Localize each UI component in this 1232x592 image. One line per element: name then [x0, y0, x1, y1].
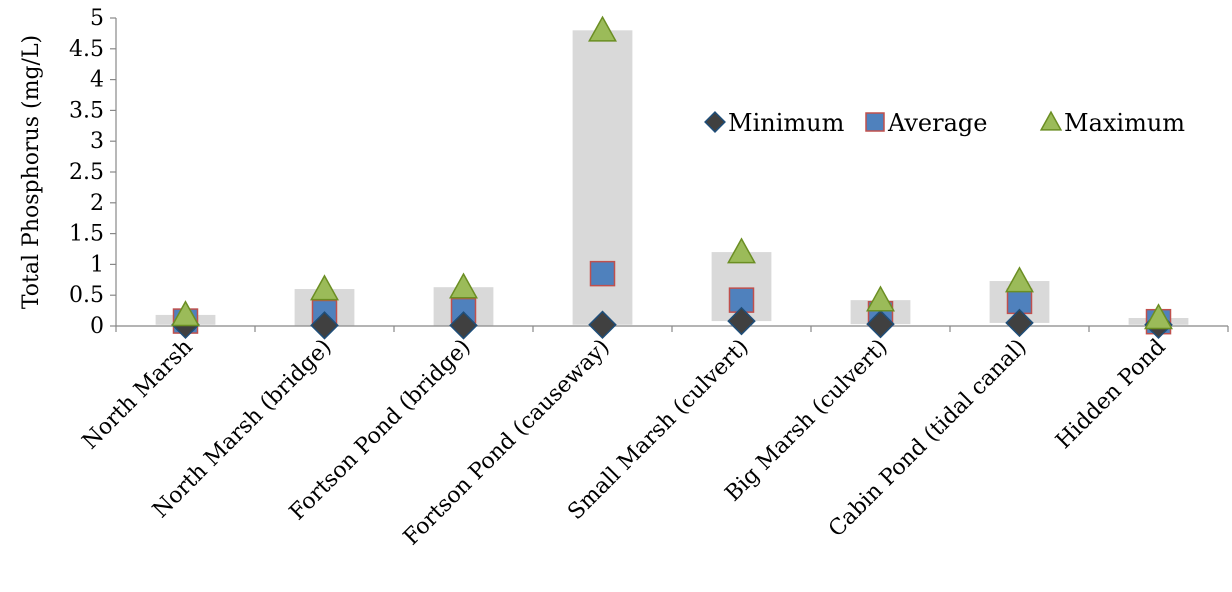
- marker-maximum: [727, 237, 756, 264]
- marker-maximum: [1005, 266, 1034, 293]
- markers: [171, 15, 1173, 340]
- y-tick-label: 4: [90, 68, 104, 93]
- y-tick-label: 0.5: [69, 283, 104, 308]
- y-tick-label: 3.5: [69, 98, 104, 123]
- marker-minimum: [866, 309, 895, 339]
- range-bars: [155, 30, 1189, 326]
- y-tick-label: 5: [90, 6, 104, 31]
- marker-minimum: [449, 311, 478, 340]
- marker-maximum: [588, 15, 617, 42]
- marker-minimum: [588, 310, 617, 340]
- marker-average: [589, 260, 616, 287]
- marker-maximum: [171, 300, 200, 327]
- x-category-label: Hidden Pond: [1051, 335, 1170, 454]
- y-tick-label: 2.5: [69, 160, 104, 185]
- legend-marker-maximum: [1039, 110, 1063, 131]
- marker-minimum: [1005, 308, 1034, 338]
- legend: Minimum Average Maximum: [704, 109, 1185, 137]
- marker-minimum: [727, 306, 756, 336]
- x-category-label: North Marsh: [78, 335, 198, 455]
- y-tick-label: 3: [90, 129, 104, 154]
- legend-marker-minimum: [704, 111, 726, 133]
- legend-label-average: Average: [887, 109, 987, 137]
- legend-label-maximum: Maximum: [1064, 109, 1185, 137]
- marker-maximum: [310, 274, 339, 301]
- y-axis-title: Total Phosphorus (mg/L): [19, 35, 44, 309]
- marker-minimum: [310, 311, 339, 340]
- marker-maximum: [449, 272, 478, 299]
- marker-maximum: [866, 285, 895, 312]
- axes: [115, 18, 1228, 327]
- y-tick-label: 4.5: [69, 37, 104, 62]
- y-tick-label: 2: [90, 191, 104, 216]
- legend-marker-average: [865, 112, 885, 132]
- marker-maximum: [1144, 303, 1173, 330]
- y-ticks: 0 0.5 1 1.5 2 2.5 3 3.5 4 4.5 5: [69, 6, 116, 339]
- y-tick-label: 1: [90, 252, 104, 277]
- y-tick-label: 0: [90, 314, 104, 339]
- y-tick-label: 1.5: [69, 222, 104, 247]
- legend-label-minimum: Minimum: [728, 109, 845, 137]
